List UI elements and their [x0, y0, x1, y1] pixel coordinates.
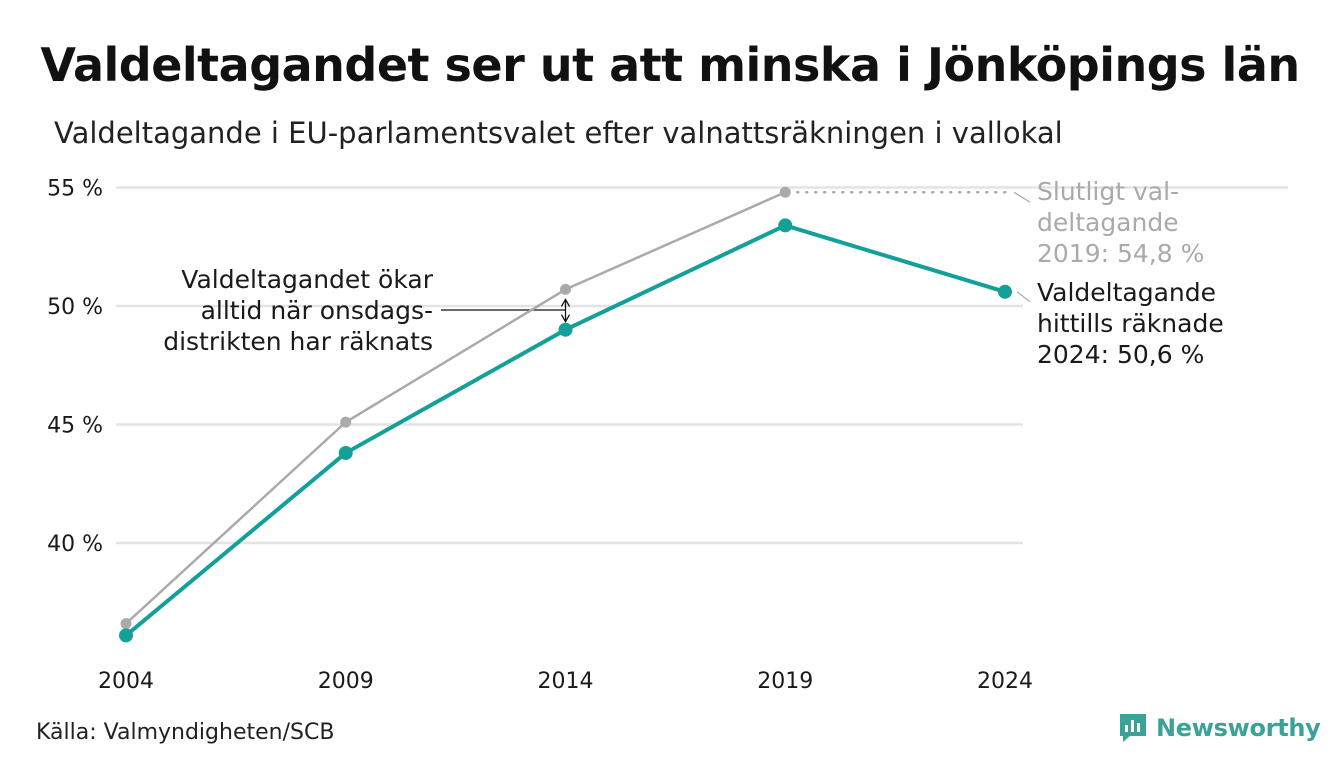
y-tick-label: 50 % [47, 295, 103, 320]
data-point-counted [119, 628, 133, 643]
x-tick-label: 2014 [538, 669, 594, 694]
newsworthy-logo-icon [1120, 714, 1146, 742]
annotation-final2019-line: 2019: 54,8 % [1037, 239, 1204, 268]
x-tick-label: 2024 [977, 669, 1033, 694]
chart-subtitle: Valdeltagande i EU-parlamentsvalet efter… [54, 116, 1063, 150]
data-point-final [779, 186, 791, 198]
arrow-up-icon [560, 298, 571, 307]
series-lines [119, 186, 1012, 643]
y-tick-label: 55 % [47, 177, 103, 202]
data-point-final [340, 416, 352, 428]
data-point-counted [558, 322, 573, 337]
annotation-counted2024-line: 2024: 50,6 % [1037, 340, 1204, 369]
annotation-counted2024-line: hittills räknade [1037, 309, 1224, 338]
x-axis-ticks: 2004 2009 2014 2019 2024 [98, 669, 1033, 694]
y-tick-label: 40 % [47, 532, 103, 557]
annotation-wednesday-line: distrikten har räknats [163, 327, 433, 356]
data-point-final [120, 618, 132, 630]
source-note: Källa: Valmyndigheten/SCB [36, 720, 335, 745]
arrow-down-icon [560, 314, 571, 324]
annotation-final2019-line: deltagande [1037, 208, 1179, 237]
annotation-wednesday-line: alltid när onsdags- [201, 296, 433, 325]
series-line-final [125, 191, 786, 625]
brand-logo: Newsworthy [1118, 712, 1321, 744]
annotation-counted2024-line: Valdeltagande [1037, 278, 1216, 307]
y-axis-ticks: 40 % 45 % 50 % 55 % [47, 177, 103, 558]
chart-title: Valdeltagandet ser ut att minska i Jönkö… [40, 38, 1300, 92]
connector-counted [1016, 291, 1031, 303]
annotation-final2019-line: Slutligt val- [1037, 177, 1179, 206]
data-point-counted [998, 284, 1012, 299]
x-tick-label: 2009 [318, 669, 374, 694]
data-point-final [560, 283, 571, 295]
y-tick-label: 45 % [47, 414, 103, 439]
data-point-counted [778, 218, 793, 233]
data-point-counted [338, 445, 353, 460]
connector-final [1013, 191, 1031, 203]
x-tick-label: 2004 [98, 669, 154, 694]
brand-name: Newsworthy [1156, 714, 1321, 742]
annotation-wednesday-line: Valdeltagandet ökar [181, 265, 433, 294]
annotation-connectors [441, 190, 1031, 324]
x-tick-label: 2019 [757, 669, 813, 694]
